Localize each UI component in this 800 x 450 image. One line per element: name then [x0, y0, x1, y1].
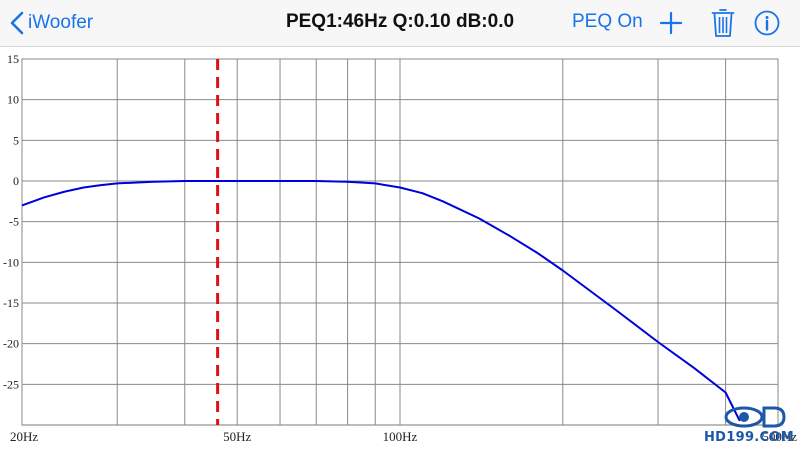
y-tick-label: 0	[13, 174, 19, 188]
y-tick-label: -20	[3, 337, 19, 351]
delete-button[interactable]	[711, 8, 735, 38]
x-tick-label: 50Hz	[223, 429, 251, 444]
info-icon	[754, 10, 780, 36]
frequency-response-chart[interactable]: 15 10 5 0 -5 -10 -15 -20 -25 20Hz 50Hz 100Hz 500Hz	[0, 47, 800, 450]
info-button[interactable]	[754, 10, 780, 36]
watermark-logo-icon	[724, 406, 786, 428]
back-button-label: iWoofer	[28, 12, 94, 33]
add-button[interactable]	[659, 11, 683, 35]
x-tick-label: 500Hz	[762, 429, 797, 444]
chart-svg: 15 10 5 0 -5 -10 -15 -20 -25 20Hz 50Hz 100Hz 500Hz	[3, 52, 797, 444]
x-tick-label: 20Hz	[10, 429, 38, 444]
navigation-bar: iWoofer PEQ1:46Hz Q:0.10 dB:0.0 PEQ On	[0, 0, 800, 47]
trash-icon	[711, 9, 735, 37]
y-tick-label: -15	[3, 296, 19, 310]
plus-icon	[659, 11, 683, 35]
peq-toggle-button[interactable]: PEQ On	[572, 11, 643, 32]
response-curve	[22, 180, 741, 422]
watermark: HD199.COM	[700, 404, 796, 446]
page-title: PEQ1:46Hz Q:0.10 dB:0.0	[285, 11, 515, 32]
y-tick-label: -10	[3, 255, 19, 269]
x-tick-label: 100Hz	[383, 429, 418, 444]
chevron-left-icon	[10, 11, 24, 35]
y-tick-label: -5	[9, 215, 19, 229]
y-tick-label: 15	[7, 52, 19, 66]
watermark-text: HD199.COM	[704, 430, 794, 445]
y-tick-label: -25	[3, 377, 19, 391]
y-tick-label: 5	[13, 133, 19, 147]
back-button[interactable]: iWoofer	[10, 8, 93, 38]
y-tick-label: 10	[7, 93, 19, 107]
